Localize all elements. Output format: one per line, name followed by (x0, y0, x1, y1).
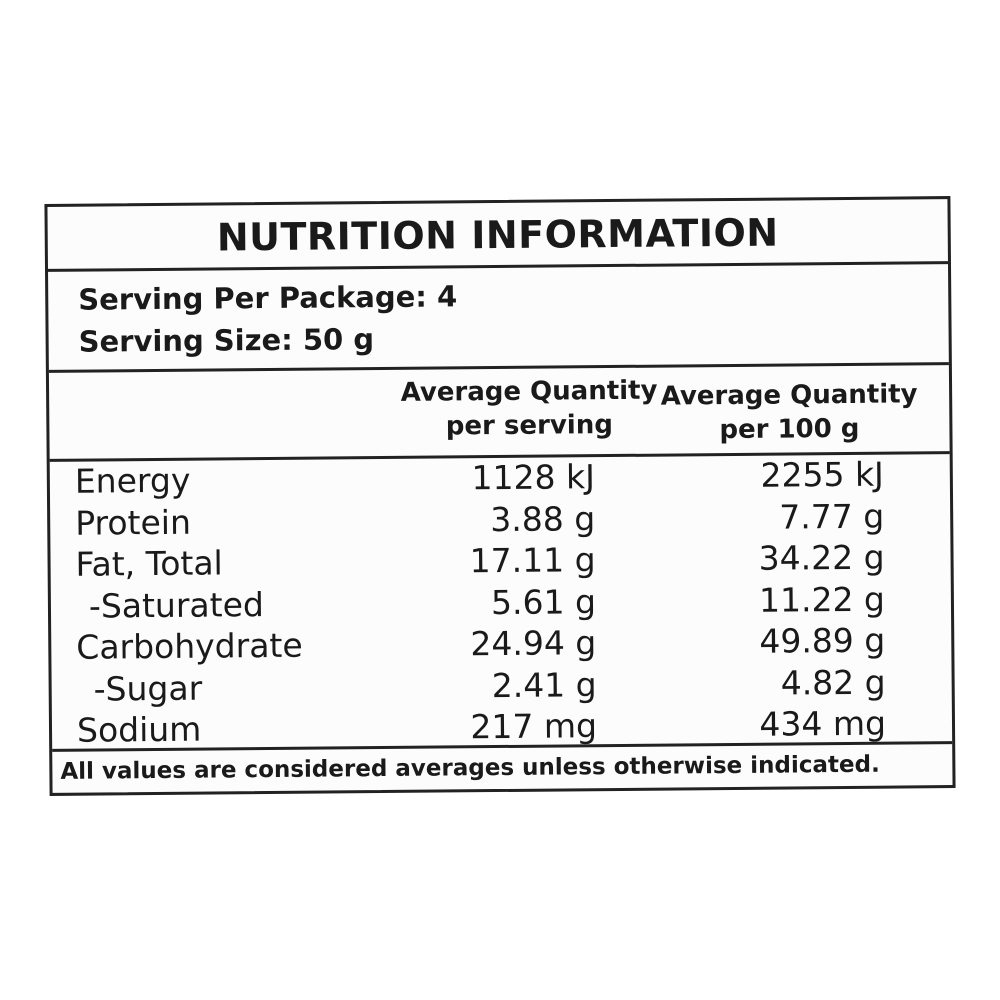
per-100g-value: 434 mg (759, 703, 887, 744)
column-header-line: per serving (445, 410, 614, 442)
per-serving-value: 217 mg (470, 706, 598, 747)
column-header-line: Average Quantity (400, 375, 658, 408)
nutrient-name: -Sugar (93, 668, 203, 709)
serving-info: Serving Per Package: 4 (78, 279, 458, 317)
column-header-line: Average Quantity (660, 379, 918, 412)
divider (48, 261, 948, 272)
footer-note: All values are considered averages unles… (60, 751, 880, 785)
per-100g-value: 7.77 g (779, 496, 885, 537)
divider (48, 362, 949, 373)
per-serving-value: 2.41 g (491, 664, 597, 705)
nutrient-name: -Saturated (88, 584, 265, 626)
nutrient-name: Energy (74, 460, 191, 501)
per-100g-value: 4.82 g (780, 662, 886, 703)
nutrient-name: Carbohydrate (76, 625, 303, 667)
per-serving-value: 5.61 g (490, 581, 597, 622)
per-serving-value: 3.88 g (490, 498, 596, 539)
column-header: Average Quantity per 100 g (639, 377, 940, 448)
column-header-line: per 100 g (719, 413, 860, 446)
nutrient-name: Fat, Total (75, 543, 223, 584)
per-serving-value: 24.94 g (470, 623, 597, 664)
table-body: Energy 1128 kJ 2255 kJ Protein 3.88 g 7.77 g F… (47, 199, 947, 750)
nutrient-name: Protein (75, 502, 192, 543)
column-header: Average Quantity per serving (379, 373, 680, 444)
per-serving-value: 17.11 g (469, 540, 596, 581)
nutrient-name: Sodium (76, 709, 202, 750)
title: NUTRITION INFORMATION (216, 210, 779, 260)
per-serving-value: 1128 kJ (471, 457, 596, 498)
per-100g-value: 11.22 g (758, 579, 886, 620)
per-100g-value: 34.22 g (758, 537, 885, 578)
per-100g-value: 49.89 g (759, 620, 886, 661)
serving-info: Serving Size: 50 g (78, 322, 375, 359)
nutrition-label: NUTRITION INFORMATION Serving Per Packag… (44, 196, 956, 796)
per-100g-value: 2255 kJ (760, 454, 884, 495)
